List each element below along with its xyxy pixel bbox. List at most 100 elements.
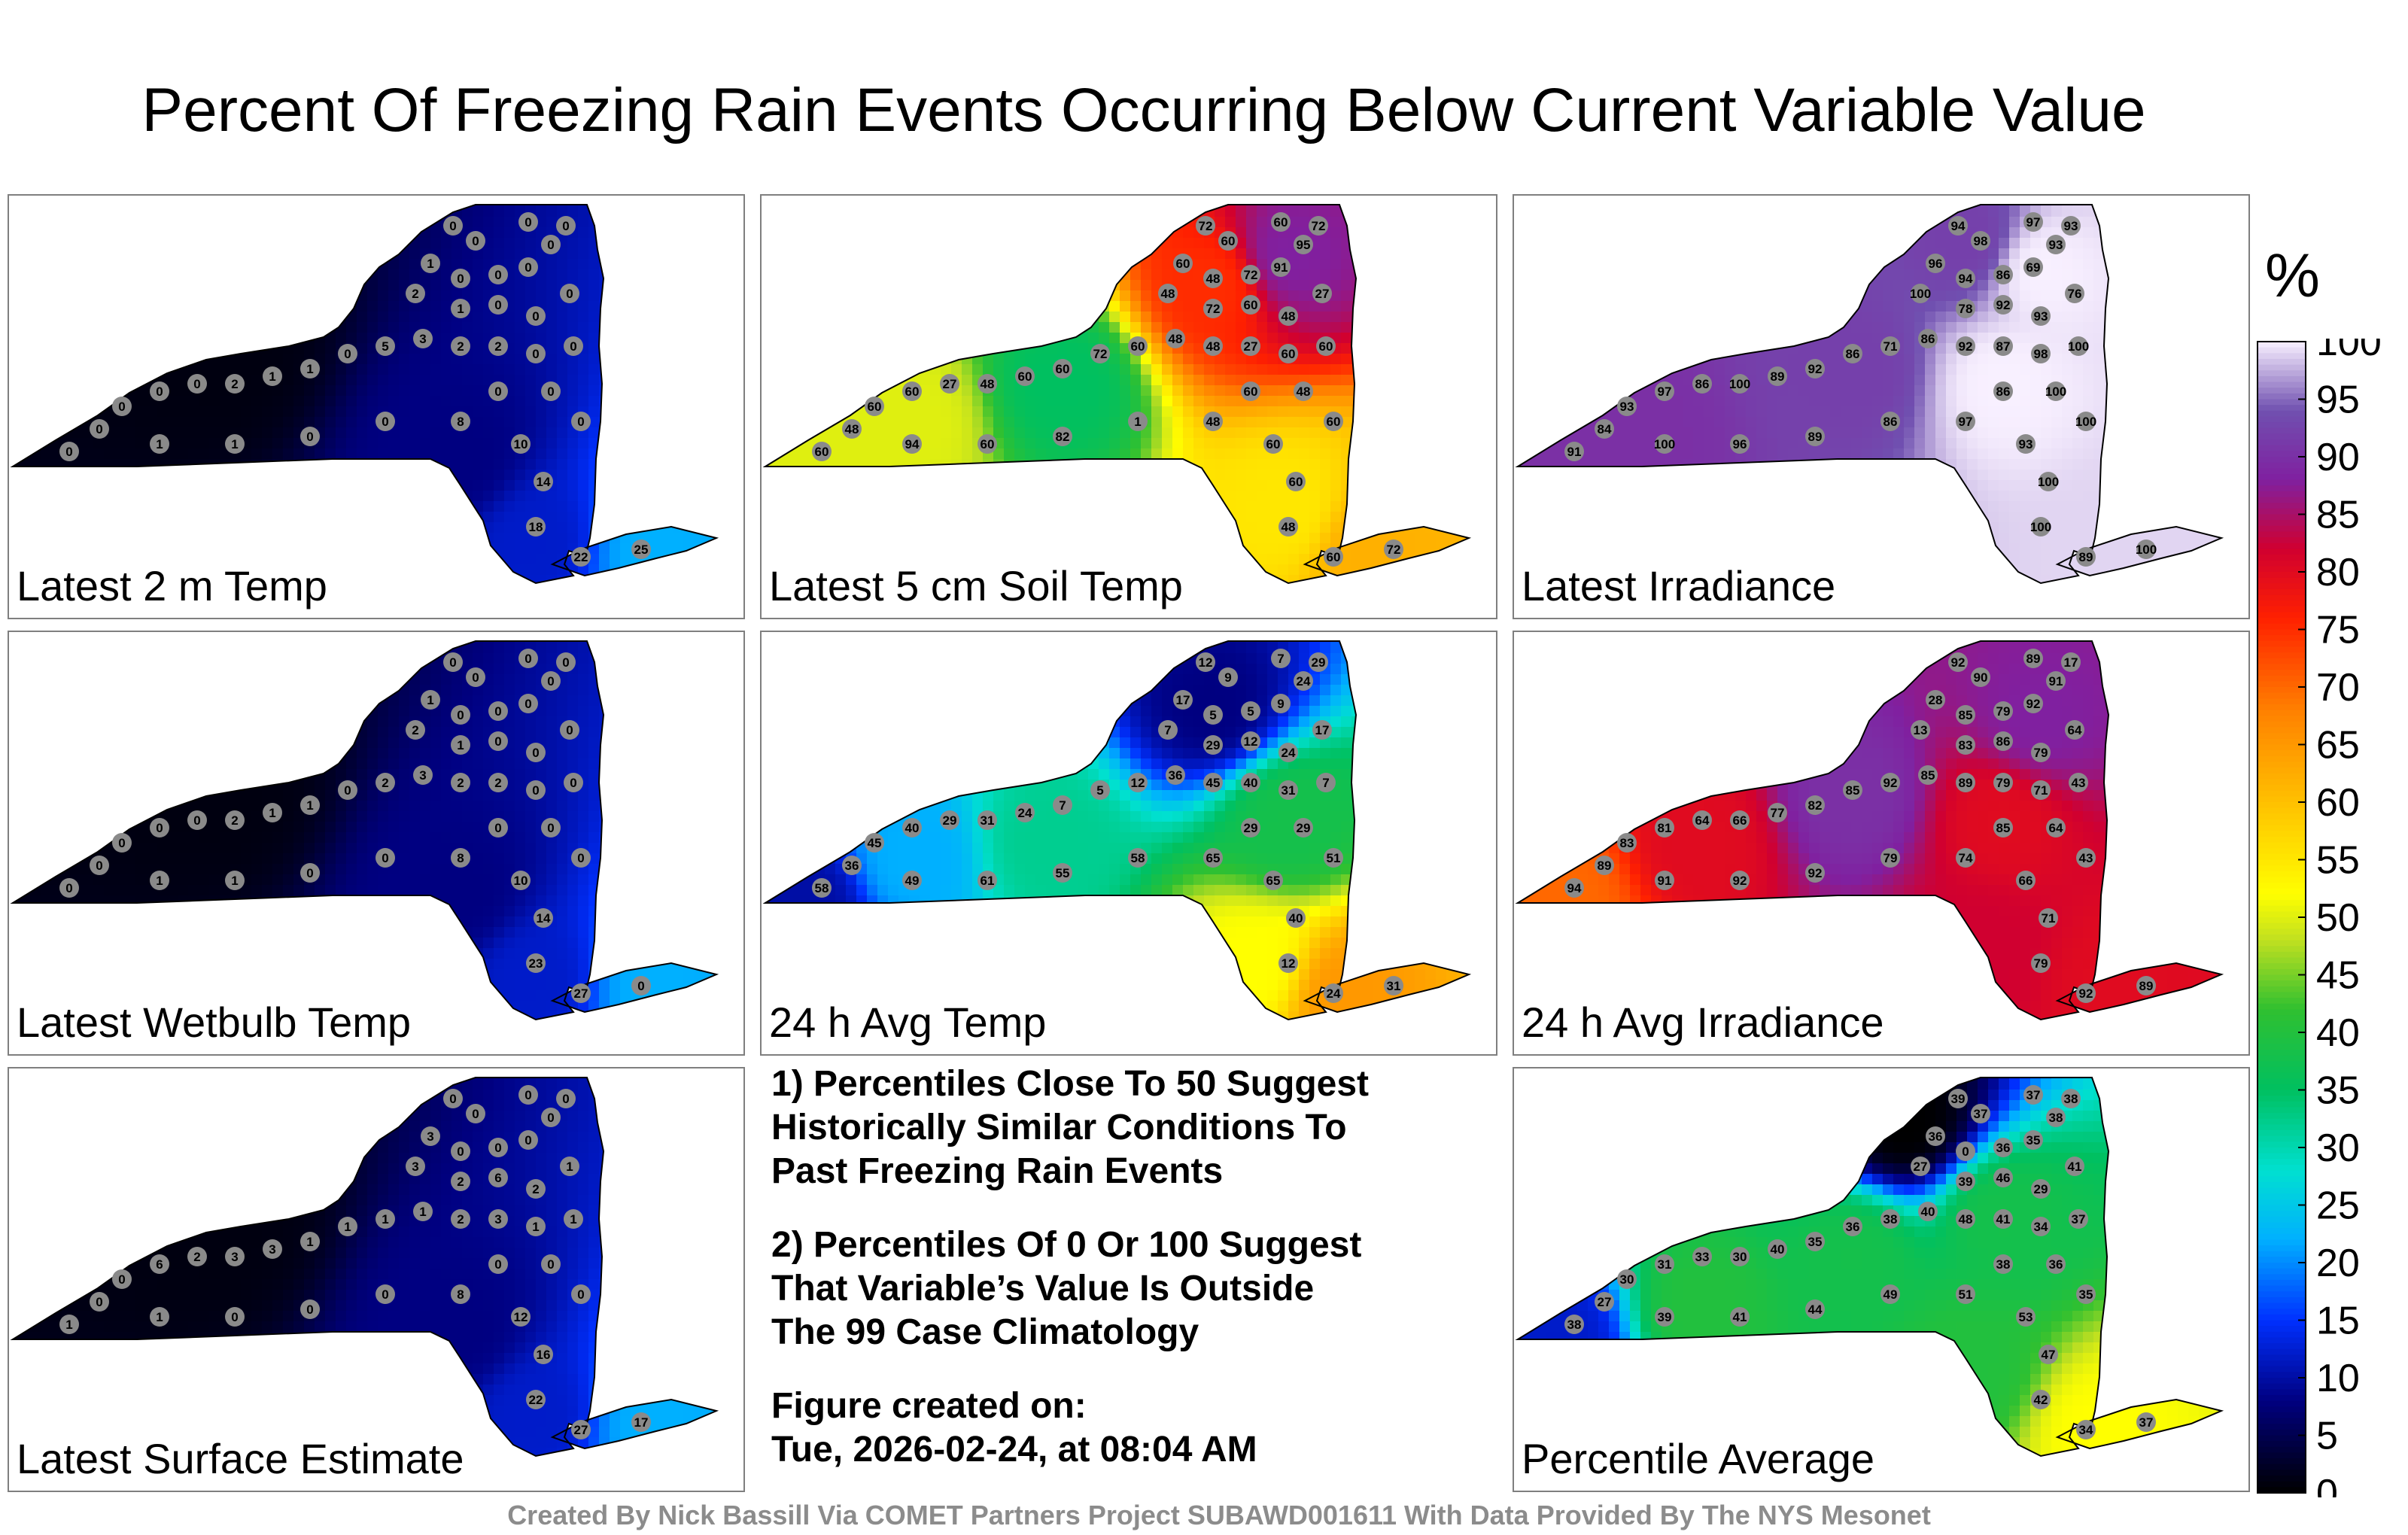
station-marker: 23: [526, 953, 546, 973]
station-marker: 3: [413, 329, 433, 348]
svg-text:0: 0: [494, 268, 501, 282]
station-marker: 69: [2023, 257, 2043, 277]
station-marker: 60: [1278, 344, 1298, 363]
station-marker: 38: [2061, 1089, 2081, 1108]
station-marker: 48: [1278, 306, 1298, 326]
station-marker: 1: [1128, 412, 1148, 431]
panel-label: 24 h Avg Irradiance: [1522, 998, 1884, 1047]
station-marker: 72: [1384, 540, 1403, 559]
station-marker: 89: [2023, 649, 2043, 668]
station-marker: 48: [1956, 1209, 1975, 1229]
station-marker: 86: [1918, 329, 1938, 348]
station-marker: 35: [2023, 1130, 2043, 1150]
state-outline: [762, 640, 1358, 1021]
colorbar-tick: 45: [2298, 954, 2360, 998]
station-marker: 0: [466, 667, 485, 687]
svg-text:0: 0: [457, 272, 464, 286]
station-marker: 38: [1880, 1209, 1900, 1229]
station-marker: 2: [406, 720, 425, 740]
station-marker: 17: [631, 1412, 651, 1432]
state-outline: [1515, 204, 2110, 585]
station-marker: 0: [556, 1089, 576, 1108]
colorbar-tick: 25: [2298, 1184, 2360, 1228]
station-marker: 3: [413, 765, 433, 785]
long-island-outline: [2055, 1398, 2224, 1450]
station-marker: 25: [631, 540, 651, 559]
colorbar-tick: 40: [2298, 1011, 2360, 1055]
station-marker: 12: [1241, 731, 1260, 751]
svg-text:22: 22: [574, 550, 588, 564]
long-island-outline: [550, 1398, 719, 1450]
svg-text:0: 0: [547, 385, 554, 399]
station-marker: 1: [300, 1232, 320, 1251]
svg-text:0: 0: [382, 415, 388, 429]
colorbar-unit-label: %: [2265, 241, 2320, 312]
station-marker: 0: [571, 412, 591, 431]
station-marker: 39: [1956, 1172, 1975, 1191]
station-marker: 71: [1880, 336, 1900, 356]
station-marker: 0: [375, 848, 395, 868]
station-marker: 0: [112, 833, 132, 853]
station-marker: 91: [1271, 257, 1291, 277]
station-marker: 31: [1278, 780, 1298, 800]
station-marker: 78: [1956, 299, 1975, 318]
station-marker: 60: [1053, 359, 1072, 378]
colorbar-tick: 80: [2298, 551, 2360, 594]
station-marker: 42: [2031, 1390, 2051, 1409]
figure-title: Percent Of Freezing Rain Events Occurrin…: [0, 75, 2288, 146]
svg-text:0: 0: [494, 385, 501, 399]
station-marker: 79: [1880, 848, 1900, 868]
state-outline: [762, 204, 1358, 585]
station-marker: 1: [225, 871, 245, 890]
station-marker: 0: [300, 863, 320, 883]
station-marker: 100: [2045, 381, 2066, 401]
station-marker: 51: [1956, 1284, 1975, 1304]
station-marker: 0: [90, 1292, 109, 1312]
station-marker: 90: [1971, 667, 1990, 687]
station-marker: 0: [571, 848, 591, 868]
station-marker: 8: [451, 848, 470, 868]
station-marker: 0: [556, 216, 576, 236]
station-marker: 30: [1730, 1247, 1750, 1266]
svg-text:0: 0: [494, 298, 501, 312]
station-marker: 84: [1595, 419, 1614, 439]
station-marker: 60: [812, 442, 832, 461]
svg-text:1: 1: [231, 437, 238, 451]
station-marker: 97: [1655, 381, 1674, 401]
colorbar-tick: 35: [2298, 1069, 2360, 1113]
svg-text:8: 8: [457, 415, 464, 429]
station-marker: 0: [541, 818, 561, 837]
station-marker: 0: [300, 427, 320, 446]
state-outline: [10, 1077, 605, 1457]
station-marker: 60: [902, 381, 922, 401]
station-marker: 48: [1203, 269, 1223, 288]
station-marker: 39: [1948, 1089, 1968, 1108]
station-marker: 0: [560, 720, 579, 740]
station-marker: 60: [1128, 336, 1148, 356]
station-marker: 1: [300, 359, 320, 378]
station-marker: 2: [451, 336, 470, 356]
station-marker: 27: [1595, 1292, 1614, 1312]
station-marker: 55: [1053, 863, 1072, 883]
station-marker: 79: [2031, 743, 2051, 762]
color-field: [13, 205, 716, 583]
station-marker: 0: [518, 1130, 538, 1150]
station-marker: 60: [1015, 366, 1035, 386]
svg-text:0: 0: [472, 234, 479, 248]
station-marker: 0: [150, 381, 169, 401]
station-marker: 79: [1993, 773, 2013, 792]
station-marker: 0: [338, 344, 357, 363]
station-marker: 2: [488, 336, 508, 356]
note-percentile-50: 1) Percentiles Close To 50 Suggest Histo…: [771, 1062, 1471, 1193]
station-marker: 60: [1263, 434, 1283, 454]
colorbar-tick: 10: [2298, 1357, 2360, 1400]
station-marker: 95: [1294, 235, 1313, 254]
state-outline: [10, 204, 605, 585]
color-field: [13, 641, 716, 1020]
station-marker: 0: [541, 1108, 561, 1127]
station-marker: 92: [2076, 983, 2096, 1003]
station-marker: 60: [1241, 295, 1260, 315]
svg-text:0: 0: [570, 339, 576, 354]
